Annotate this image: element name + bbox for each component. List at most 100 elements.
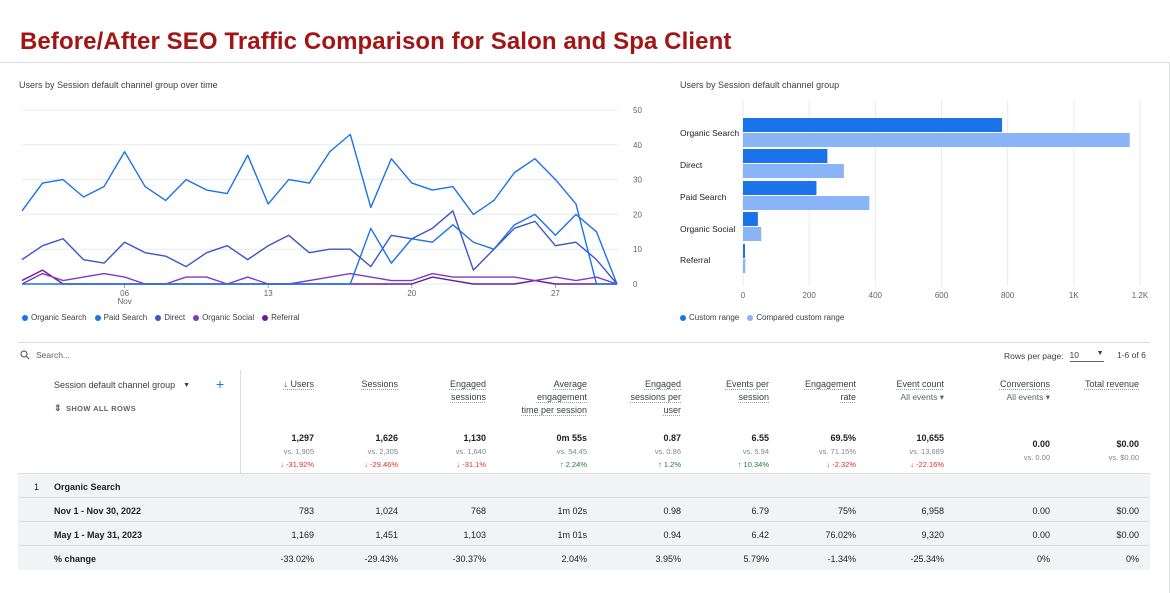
- legend-item-organic-search[interactable]: Organic Search: [22, 313, 87, 322]
- search-icon: [20, 350, 30, 360]
- table-cell: 1,169: [291, 530, 314, 540]
- column-header[interactable]: Events per session: [726, 378, 769, 404]
- legend-item-paid-search[interactable]: Paid Search: [94, 313, 148, 322]
- search-box[interactable]: Search...: [20, 350, 70, 360]
- dimension-selector[interactable]: Session default channel group ▼: [54, 380, 190, 390]
- table-row-group[interactable]: 1 Organic Search: [18, 474, 1150, 498]
- legend-dot-icon: [94, 314, 101, 321]
- total-comparison: vs. 54.45: [556, 447, 587, 456]
- column-header-label: time per session: [521, 405, 587, 415]
- row-label: Nov 1 - Nov 30, 2022: [54, 506, 142, 516]
- column-header[interactable]: Sessions: [361, 378, 398, 391]
- total-value: 0.00: [1032, 439, 1050, 449]
- x-tick-label: 06: [120, 289, 129, 298]
- column-header[interactable]: ↓ Users: [283, 378, 314, 391]
- total-comparison: vs. 1,905: [283, 447, 314, 456]
- legend-label: Paid Search: [103, 313, 148, 322]
- table-cell: 2.04%: [561, 554, 587, 564]
- table-row[interactable]: Nov 1 - Nov 30, 2022 783 1,024 768 1m 02s 0.9…: [18, 498, 1150, 522]
- column-header[interactable]: Event count All events ▾: [896, 378, 944, 404]
- legend-custom-range[interactable]: Custom range: [680, 313, 739, 322]
- total-change: ↑ 1.2%: [658, 460, 681, 469]
- y-tick-label: 20: [633, 210, 642, 219]
- y-tick-label: 50: [633, 106, 642, 115]
- column-header-label: Engaged: [644, 379, 681, 389]
- total-value: 1,626: [375, 433, 398, 443]
- table-cell: 6,958: [921, 506, 944, 516]
- show-all-rows-button[interactable]: ⇕ SHOW ALL ROWS: [54, 403, 136, 414]
- table-cell: 9,320: [921, 530, 944, 540]
- column-header[interactable]: Average engagement time per session: [521, 378, 587, 417]
- total-change: ↓ -2.32%: [826, 460, 856, 469]
- column-separator: [240, 370, 241, 473]
- x-tick-label: 13: [264, 289, 273, 298]
- table-cell: 3.95%: [655, 554, 681, 564]
- table-cell: 76.02%: [825, 530, 856, 540]
- column-header-label: Average: [553, 379, 587, 389]
- table-cell: 1m 01s: [557, 530, 587, 540]
- row-divider: [18, 497, 1150, 498]
- table-cell: 0.94: [663, 530, 681, 540]
- bar-organic-social-custom: [743, 212, 758, 226]
- column-header[interactable]: Engaged sessions: [450, 378, 486, 404]
- bar-chart-legend: Custom range Compared custom range: [680, 313, 844, 322]
- legend-item-organic-social[interactable]: Organic Social: [193, 313, 254, 322]
- table-cell: 6.79: [751, 506, 769, 516]
- row-label: % change: [54, 554, 97, 564]
- table-row[interactable]: May 1 - May 31, 2023 1,169 1,451 1,103 1m 01…: [18, 522, 1150, 546]
- table-cell: 0%: [1125, 554, 1139, 564]
- table-cell: -33.02%: [280, 554, 314, 564]
- table-cell: 1,024: [375, 506, 398, 516]
- bar-x-tick-label: 200: [802, 291, 816, 300]
- total-change: ↓ -31.1%: [456, 460, 486, 469]
- show-all-rows-label: SHOW ALL ROWS: [65, 404, 137, 413]
- total-comparison: vs. 71.15%: [818, 447, 856, 456]
- table-row[interactable]: % change -33.02% -29.43% -30.37% 2.04% 3.95% 5…: [18, 546, 1150, 570]
- expand-icon: ⇕: [54, 403, 62, 413]
- row-divider: [18, 545, 1150, 546]
- series-line-paid-search: [22, 213, 618, 285]
- column-header[interactable]: Conversions All events ▾: [1000, 378, 1050, 404]
- legend-item-direct[interactable]: Direct: [155, 313, 185, 322]
- x-tick-month: Nov: [117, 297, 131, 306]
- column-header[interactable]: Engagement rate: [805, 378, 856, 404]
- series-line-referral: [21, 269, 617, 285]
- series-line-direct: [21, 210, 618, 285]
- total-change: ↓ -22.16%: [910, 460, 944, 469]
- total-cell: 1,297 vs. 1,905 ↓ -31.92%: [280, 430, 314, 471]
- column-header[interactable]: Engaged sessions per user: [630, 378, 681, 417]
- rows-per-page-value: 10: [1069, 350, 1080, 360]
- total-comparison: vs. 0.00: [1023, 453, 1050, 462]
- column-header-label: user: [663, 405, 681, 415]
- legend-item-referral[interactable]: Referral: [262, 313, 300, 322]
- add-dimension-button[interactable]: +: [216, 376, 225, 392]
- column-header[interactable]: Total revenue: [1085, 378, 1139, 391]
- group-name: Organic Search: [54, 482, 121, 492]
- total-cell: $0.00 vs. $0.00: [1109, 436, 1139, 464]
- legend-label: Direct: [164, 313, 186, 322]
- total-comparison: vs. $0.00: [1108, 453, 1139, 462]
- table-cell: 0.00: [1032, 506, 1050, 516]
- total-change: ↑ 10.34%: [737, 460, 769, 469]
- search-input[interactable]: Search...: [36, 350, 71, 360]
- bar-x-tick-label: 1.2K: [1132, 291, 1149, 300]
- rows-per-page-select[interactable]: 10 ▼: [1069, 350, 1104, 362]
- series-line-organic-search: [21, 133, 617, 285]
- table-cell: -25.34%: [910, 554, 944, 564]
- bar-organic-search-custom: [743, 118, 1003, 132]
- bar-x-tick-label: 800: [1001, 291, 1015, 300]
- column-header-label: ↓ Users: [283, 379, 314, 389]
- x-tick-label: 27: [551, 289, 560, 298]
- legend-compared-range[interactable]: Compared custom range: [747, 313, 844, 322]
- total-value: 69.5%: [830, 433, 856, 443]
- total-cell: 0.87 vs. 0.86 ↑ 1.2%: [655, 430, 681, 471]
- legend-label: Organic Social: [202, 313, 255, 322]
- page-title: Before/After SEO Traffic Comparison for …: [20, 28, 732, 55]
- column-header-label: Total revenue: [1084, 379, 1139, 389]
- column-metric-selector[interactable]: All events ▾: [1006, 392, 1050, 402]
- column-metric-selector[interactable]: All events ▾: [900, 392, 944, 402]
- table-cell: 0%: [1036, 554, 1050, 564]
- row-divider: [18, 473, 1150, 474]
- legend-label: Compared custom range: [756, 313, 845, 322]
